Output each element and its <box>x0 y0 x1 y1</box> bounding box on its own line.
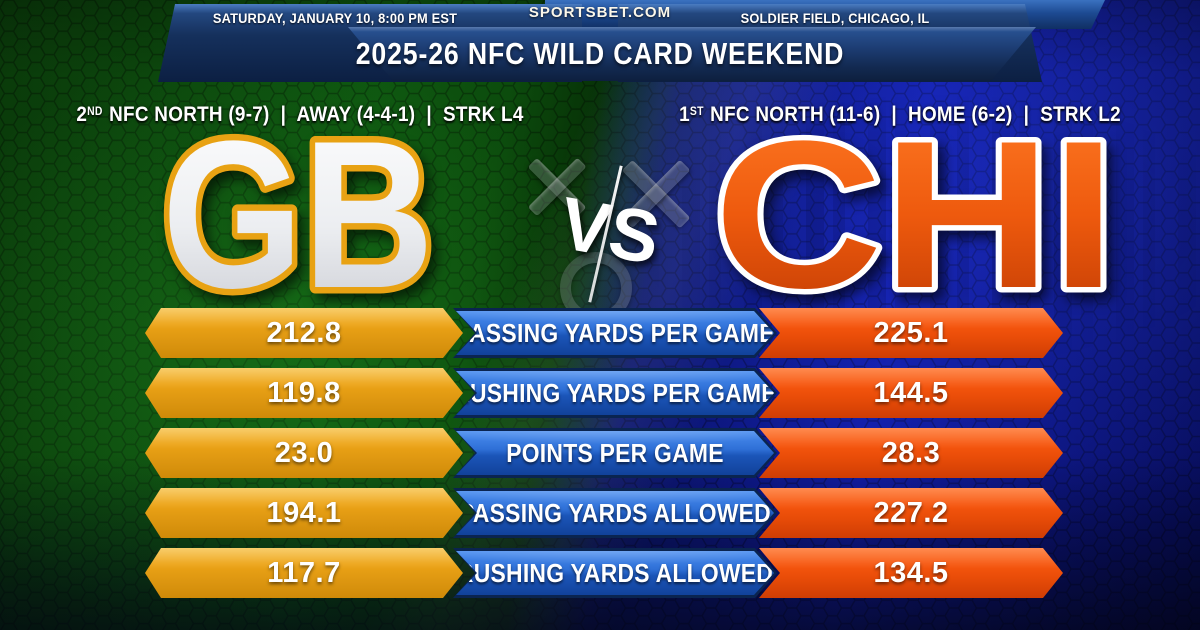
stat-label-bar-fill: PASSING YARDS ALLOWED <box>456 491 774 535</box>
stat-label: RUSHING YARDS ALLOWED <box>456 557 774 588</box>
stat-right-value: 225.1 <box>873 316 949 349</box>
stat-left-value-bar: 194.1 <box>145 488 463 538</box>
team-right-details: NFC NORTH (11-6) | HOME (6-2) | STRK L2 <box>704 103 1121 126</box>
stat-left-value-bar: 117.7 <box>145 548 463 598</box>
stat-label: PASSING YARDS ALLOWED <box>459 497 771 528</box>
stat-row: 194.1 227.2 PASSING YARDS ALLOWED <box>145 488 1063 538</box>
event-datetime: SATURDAY, JANUARY 10, 8:00 PM EST <box>212 11 458 26</box>
stat-label-bar: RUSHING YARDS ALLOWED <box>453 548 777 598</box>
stat-label-bar: POINTS PER GAME <box>453 428 777 478</box>
team-right-abbr: CHI <box>709 92 1122 338</box>
stat-left-value-bar: 212.8 <box>145 308 463 358</box>
stat-right-value-bar: 227.2 <box>759 488 1063 538</box>
team-left-abbr: GB <box>156 91 441 339</box>
stat-row: 212.8 225.1 PASSING YARDS PER GAME <box>145 308 1063 358</box>
stat-right-value-bar: 225.1 <box>759 308 1063 358</box>
team-left-ordinal: ND <box>87 106 103 119</box>
stat-left-value: 212.8 <box>266 316 342 349</box>
stat-left-value-bar: 23.0 <box>145 428 463 478</box>
team-right-ordinal: ST <box>689 106 704 119</box>
stat-label: POINTS PER GAME <box>506 437 724 468</box>
stat-label-bar-fill: PASSING YARDS PER GAME <box>456 311 774 355</box>
stat-right-value: 144.5 <box>873 376 949 409</box>
stat-label-bar: RUSHING YARDS PER GAME <box>453 368 777 418</box>
title-banner <box>348 27 1036 81</box>
stat-label-bar-fill: POINTS PER GAME <box>456 431 774 475</box>
stat-label-bar-fill: RUSHING YARDS PER GAME <box>456 371 774 415</box>
site-url: SPORTSBET.COM <box>528 4 672 21</box>
stat-label-bar-fill: RUSHING YARDS ALLOWED <box>456 551 774 595</box>
stat-right-value-bar: 28.3 <box>759 428 1063 478</box>
stat-row: 119.8 144.5 RUSHING YARDS PER GAME <box>145 368 1063 418</box>
stat-right-value: 227.2 <box>873 496 949 529</box>
stat-left-value: 117.7 <box>267 556 341 589</box>
stat-row: 23.0 28.3 POINTS PER GAME <box>145 428 1063 478</box>
stat-label: RUSHING YARDS PER GAME <box>453 377 777 408</box>
stat-left-value: 194.1 <box>266 496 342 529</box>
team-left-info: 2ND NFC NORTH (9-7) | AWAY (4-4-1) | STR… <box>30 103 570 127</box>
team-left-rank: 2 <box>76 103 88 126</box>
stat-row: 117.7 134.5 RUSHING YARDS ALLOWED <box>145 548 1063 598</box>
team-left-details: NFC NORTH (9-7) | AWAY (4-4-1) | STRK L4 <box>103 103 524 126</box>
stat-label: PASSING YARDS PER GAME <box>455 317 775 348</box>
stat-right-value: 134.5 <box>873 556 949 589</box>
stats-table: 212.8 225.1 PASSING YARDS PER GAME 119.8… <box>145 308 1063 608</box>
stat-left-value: 23.0 <box>274 436 334 469</box>
vs-label: VS <box>554 180 666 280</box>
stat-label-bar: PASSING YARDS ALLOWED <box>453 488 777 538</box>
page-title: 2025-26 NFC WILD CARD WEEKEND <box>355 36 845 71</box>
stat-right-value-bar: 144.5 <box>759 368 1063 418</box>
event-venue: SOLDIER FIELD, CHICAGO, IL <box>740 11 930 26</box>
svg-text:CHI: CHI <box>714 97 1116 332</box>
stat-label-bar: PASSING YARDS PER GAME <box>453 308 777 358</box>
stat-right-value-bar: 134.5 <box>759 548 1063 598</box>
team-right-rank: 1 <box>679 103 690 126</box>
stat-left-value-bar: 119.8 <box>145 368 463 418</box>
stat-right-value: 28.3 <box>881 436 941 469</box>
svg-text:GB: GB <box>162 97 434 332</box>
stat-left-value: 119.8 <box>267 376 341 409</box>
team-right-info: 1ST NFC NORTH (11-6) | HOME (6-2) | STRK… <box>630 103 1170 127</box>
